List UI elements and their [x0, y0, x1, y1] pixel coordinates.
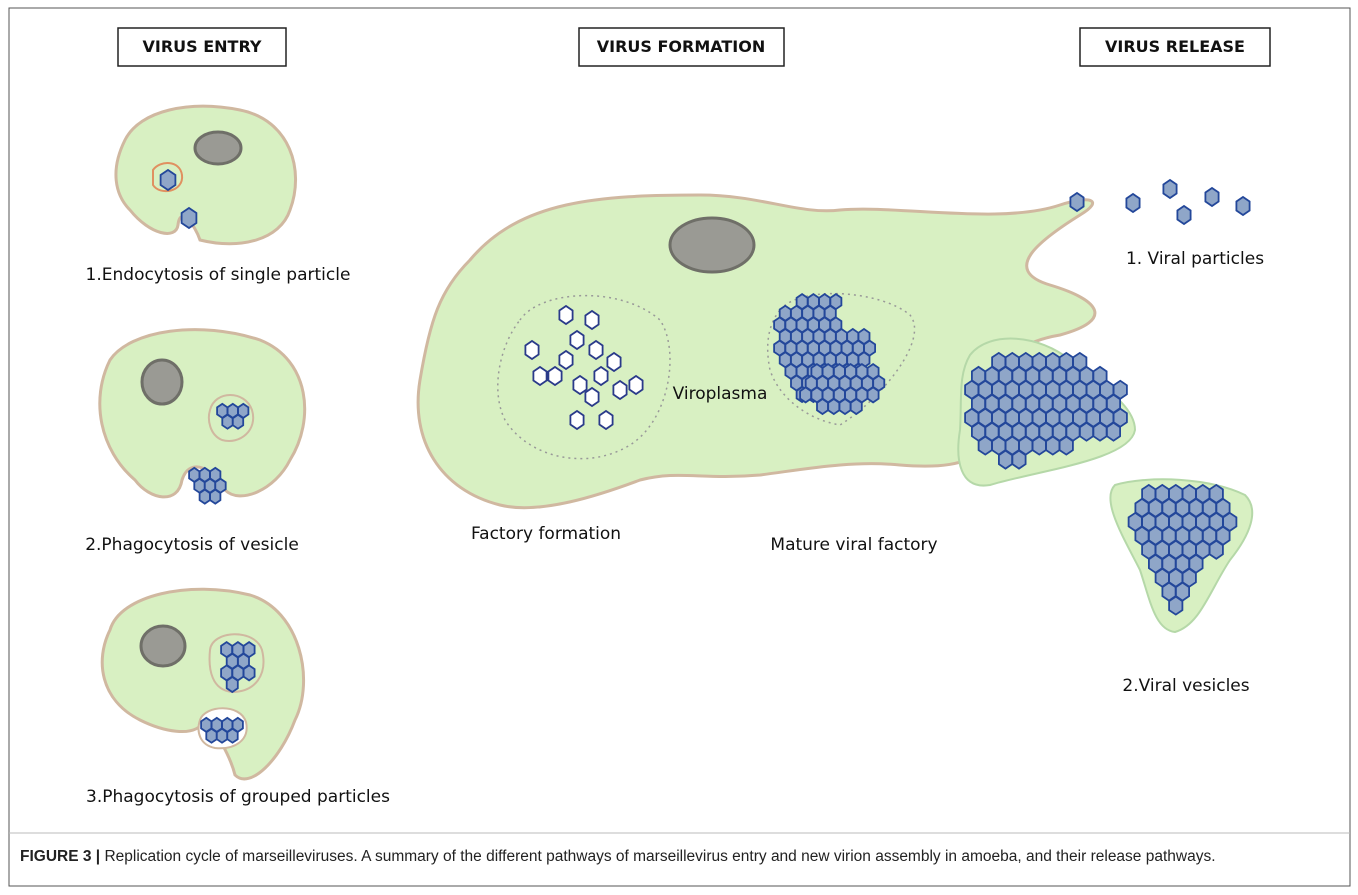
virion: [226, 727, 239, 744]
virion: [558, 349, 574, 371]
virion: [205, 727, 218, 744]
virion: [593, 365, 609, 387]
virion: [816, 397, 829, 416]
virion: [180, 206, 198, 230]
title-box: [578, 27, 785, 67]
virion: [628, 374, 644, 396]
step-label: 2.Phagocytosis of vesicle: [85, 535, 299, 555]
virion: [1106, 421, 1121, 442]
virion: [221, 413, 234, 430]
virion: [827, 397, 841, 416]
virion: [1031, 435, 1047, 456]
virion: [1168, 595, 1184, 616]
virion: [1092, 421, 1108, 442]
virion: [1069, 191, 1085, 213]
step-label: 2.Viral vesicles: [1122, 676, 1249, 696]
virion: [849, 397, 863, 416]
step-label: 3.Phagocytosis of grouped particles: [86, 787, 390, 807]
virion: [998, 449, 1013, 470]
virion: [977, 435, 993, 456]
caption: FIGURE 3 | Replication cycle of marseill…: [20, 846, 1340, 867]
virion: [198, 488, 211, 505]
caption-text: Replication cycle of marseilleviruses. A…: [104, 848, 1216, 865]
stage-label: Factory formation: [471, 524, 621, 544]
virion: [1235, 195, 1251, 217]
virion: [532, 365, 548, 387]
virions: [159, 168, 1251, 744]
virion: [159, 168, 177, 192]
virion: [1011, 449, 1027, 470]
stage-label: Mature viral factory: [770, 535, 937, 555]
virion: [1162, 178, 1178, 200]
step-label: 1. Viral particles: [1126, 249, 1264, 269]
virion: [1058, 435, 1074, 456]
virion: [799, 386, 812, 404]
caption-label: FIGURE 3 |: [20, 848, 101, 865]
stage-label: Viroplasma: [673, 384, 768, 404]
virion: [1045, 435, 1061, 456]
virion: [588, 339, 604, 361]
virion: [569, 409, 585, 431]
cell-3: [100, 587, 306, 781]
virion: [584, 386, 600, 408]
virion: [209, 488, 222, 505]
virion: [1208, 539, 1224, 560]
virion: [606, 351, 622, 373]
virion: [547, 365, 563, 387]
virion: [231, 413, 245, 430]
section-title: VIRUS ENTRY: [142, 37, 261, 56]
virion: [558, 304, 574, 326]
virion: [1176, 204, 1192, 226]
virion: [242, 664, 256, 682]
virion: [866, 386, 880, 404]
title-box: [117, 27, 287, 67]
section-title: VIRUS FORMATION: [597, 37, 766, 56]
frame: [8, 7, 1351, 887]
host-cell: [416, 193, 1097, 510]
virion: [572, 374, 588, 396]
virion: [584, 309, 600, 331]
virion: [225, 675, 239, 694]
cell-1: [114, 104, 298, 246]
virion: [524, 339, 540, 361]
virion: [215, 727, 229, 744]
virion: [1204, 186, 1220, 208]
step-label: 1.Endocytosis of single particle: [86, 265, 351, 285]
virion: [838, 397, 852, 416]
section-title: VIRUS RELEASE: [1105, 37, 1245, 56]
virion: [1079, 421, 1094, 442]
virion: [569, 329, 585, 351]
virion: [598, 409, 614, 431]
title-box: [1079, 27, 1271, 67]
virion: [612, 379, 628, 401]
virion: [1125, 192, 1141, 214]
